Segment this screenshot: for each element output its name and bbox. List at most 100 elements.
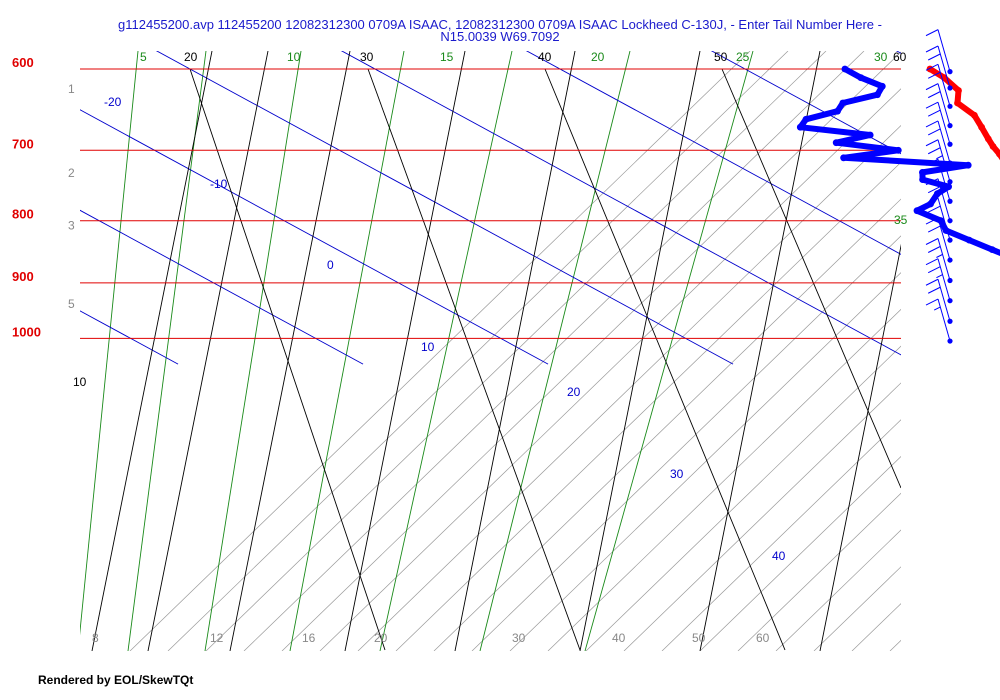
moist-adiabat-line [851, 603, 901, 651]
wind-barb-staff [937, 102, 951, 145]
wind-barb [925, 63, 953, 109]
moist-adiabat-line [775, 529, 901, 651]
wind-barb [925, 238, 953, 284]
dewpoint-point [934, 190, 941, 198]
wind-barb [925, 45, 953, 91]
wind-barb-flag [927, 286, 941, 294]
dry-adiabat-line [147, 51, 269, 651]
wind-barb-staff [937, 198, 951, 241]
wind-barb-half-flag [936, 274, 943, 279]
wind-barb-flag [925, 298, 939, 306]
wind-barb-staff [937, 83, 951, 126]
moist-adiabat-line [966, 51, 1000, 651]
wind-barb [925, 258, 953, 304]
adiabat-label: 10 [73, 375, 87, 389]
dry-adiabat-line [229, 51, 351, 651]
wind-barb-flag [927, 109, 941, 117]
wind-barb-staff [937, 64, 951, 107]
wind-barb [925, 178, 953, 224]
wind-barb-flag [925, 29, 939, 37]
dewpoint-point [913, 207, 921, 215]
background-grid [80, 51, 1000, 651]
moist-adiabat-line [281, 51, 901, 651]
mixing-ratio-line [289, 51, 405, 651]
dry-adiabat-line [544, 68, 786, 651]
wind-barb-flag [925, 197, 939, 205]
isotherm-label: -20 [104, 95, 122, 109]
wind-barb [925, 217, 953, 263]
wind-barb-staff [937, 258, 951, 301]
wind-barb-flag [925, 83, 939, 91]
isotherm-label: 30 [670, 467, 684, 481]
wind-barb-flag [927, 166, 941, 174]
adiabat-label: 40 [538, 50, 552, 64]
wind-barb [925, 139, 953, 185]
temperature-trace-line [927, 66, 1000, 161]
wind-barb-flag [927, 147, 941, 155]
adiabat-label: 60 [893, 50, 907, 64]
mixing-ratio-label: 35 [894, 213, 908, 227]
wind-barb-staff [937, 120, 951, 164]
moist-adiabat-line [319, 88, 901, 651]
pressure-label: 800 [12, 207, 34, 222]
moist-adiabat-line [623, 382, 901, 651]
dry-adiabat-line [367, 68, 581, 651]
wind-barb-staff [937, 217, 951, 261]
chart-title: g112455200.avp 112455200 12082312300 070… [0, 18, 1000, 44]
wind-barb-flag [925, 45, 939, 53]
moist-adiabat-line [129, 51, 751, 651]
isotherm-label: 40 [772, 549, 786, 563]
temperature-point [996, 150, 1000, 158]
wind-barb-staff [937, 238, 951, 281]
mixing-ratio-line [379, 51, 513, 651]
moist-adiabat-label: 20 [374, 631, 388, 645]
dewpoint-point [866, 131, 874, 139]
wind-barb-flag [927, 225, 941, 233]
mixing-ratio-label: 20 [591, 50, 605, 64]
isotherm-label: 20 [567, 385, 581, 399]
temperature-point [984, 135, 992, 143]
mixing-ratio-line [584, 51, 754, 651]
mixing-ratio-line [204, 51, 302, 651]
dewpoint-point [841, 65, 849, 73]
dewpoint-series [796, 65, 1000, 257]
dewpoint-point [832, 139, 840, 147]
wind-barb [925, 120, 953, 166]
mixing-ratio-label: 5 [140, 50, 147, 64]
height-label: 3 [68, 218, 75, 232]
mixing-ratio-label: 25 [736, 50, 750, 64]
moist-adiabat-line [889, 639, 901, 651]
isotherm-label: 0 [327, 258, 334, 272]
wind-barb-flag [925, 139, 939, 147]
wind-barb [925, 83, 953, 129]
dry-adiabat-line [579, 51, 701, 651]
mixing-ratio-label: 30 [874, 50, 888, 64]
adiabat-label: 50 [714, 50, 728, 64]
height-label: 5 [68, 297, 75, 311]
moist-adiabat-label: 60 [756, 631, 770, 645]
chart-title-line2: N15.0039 W69.7092 [440, 29, 560, 44]
isotherm-line [340, 51, 901, 356]
wind-barb-staff [937, 29, 951, 72]
temperature-series [926, 65, 1000, 161]
dry-adiabat-line [91, 51, 213, 651]
dewpoint-point [878, 82, 886, 90]
moist-adiabat-line [471, 235, 901, 651]
wind-barb-staff [937, 139, 951, 182]
temperature-point [955, 87, 962, 94]
isotherm-label: 10 [421, 340, 435, 354]
mixing-ratio-line [479, 51, 631, 651]
isotherm-line [80, 109, 549, 365]
moist-adiabat-line [167, 51, 789, 651]
dewpoint-point [965, 236, 973, 244]
wind-barb-half-flag [933, 306, 941, 311]
moist-adiabat-line [205, 51, 827, 651]
dewpoint-point [988, 246, 996, 254]
wind-barb-flag [927, 91, 941, 99]
moist-adiabat-line [433, 198, 901, 651]
wind-barb-staff [937, 159, 951, 202]
moist-adiabat-line [661, 419, 901, 651]
moist-adiabat-line [357, 125, 901, 651]
wind-barbs [925, 29, 953, 344]
wind-barb-staff [937, 178, 951, 221]
